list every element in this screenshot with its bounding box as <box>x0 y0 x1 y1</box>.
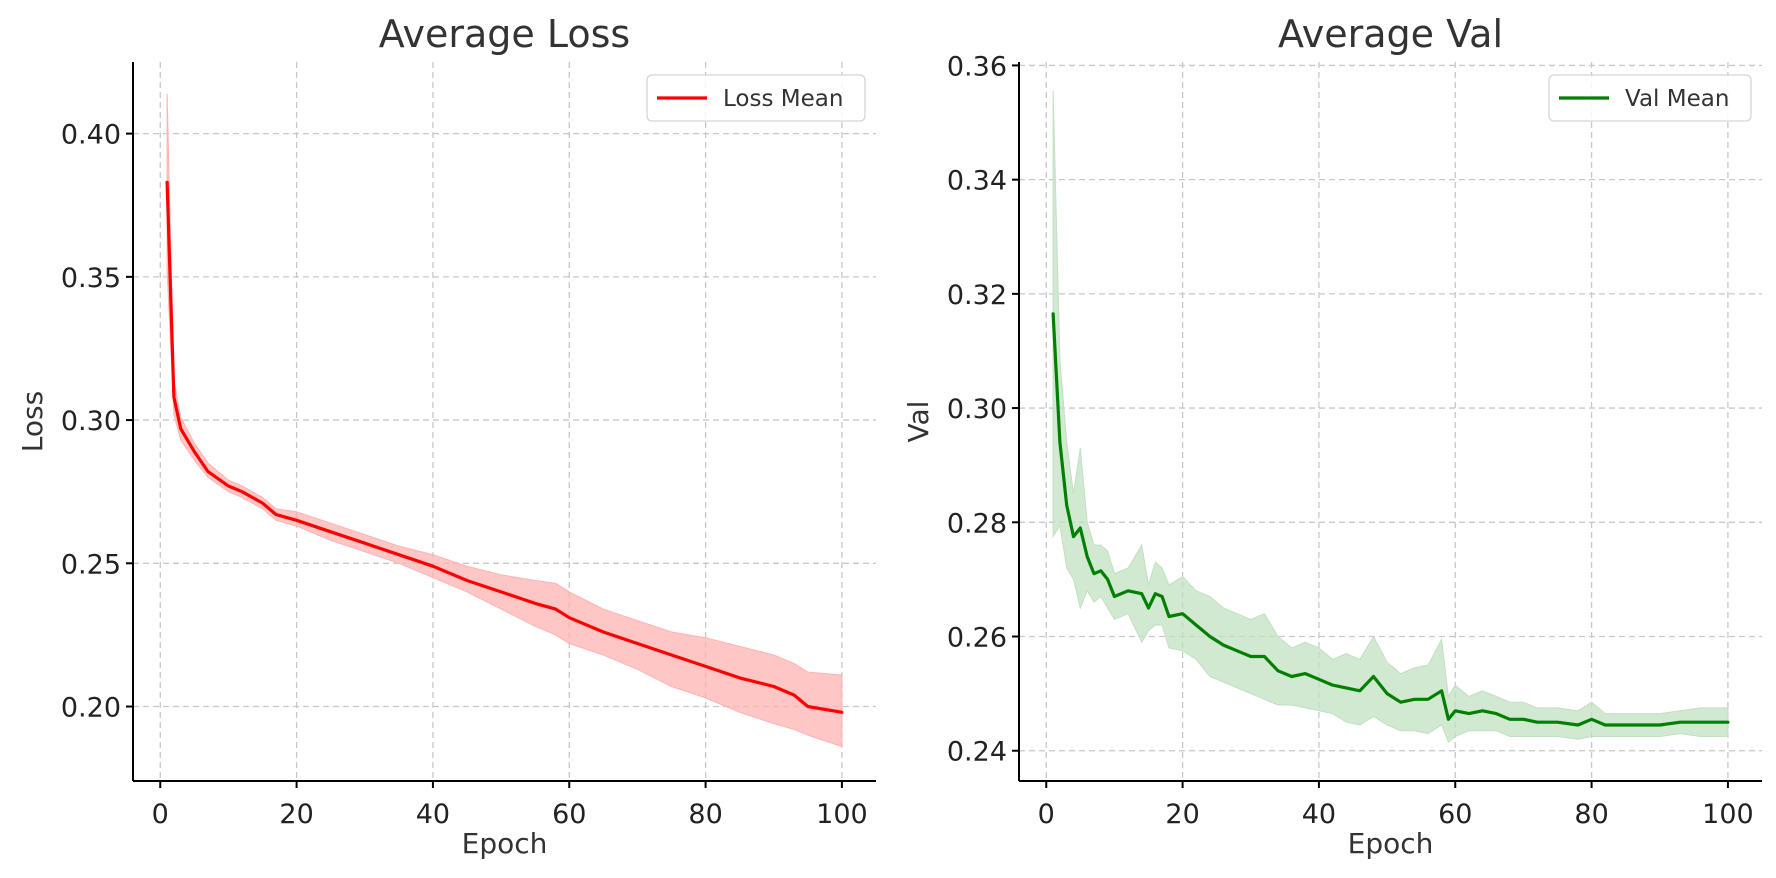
chart-1-grid <box>133 62 876 781</box>
chart-1: 0 20 40 60 80 100 0.20 0.25 0.30 0.35 0.40 Average … <box>16 12 876 860</box>
chart-2-grid <box>1019 62 1762 781</box>
chart-1-legend: Loss Mean <box>646 74 866 122</box>
chart-1-mean-line <box>165 180 844 714</box>
chart-1-legend-box <box>646 74 866 122</box>
chart-1-legend-label: Loss Mean <box>723 86 843 112</box>
chart-2-title: Average Val <box>1278 12 1503 56</box>
chart-2-x-tick-label: 100 <box>1702 799 1754 830</box>
chart-2-legend: Val Mean <box>1548 74 1752 122</box>
chart-1-x-tick-label: 0 <box>152 799 169 830</box>
chart-1-y-tick-label: 0.30 <box>61 406 121 437</box>
chart-1-y-tick-label: 0.25 <box>61 549 121 580</box>
chart-2-y-tick-label: 0.34 <box>947 166 1007 197</box>
chart-2-x-label: Epoch <box>1348 827 1434 860</box>
chart-2-std-band <box>1052 91 1729 744</box>
chart-1-title: Average Loss <box>379 12 630 56</box>
chart-2-y-tick-label: 0.24 <box>947 737 1007 768</box>
chart-2: 0 20 40 60 80 100 0.24 0.26 0.28 0.30 0.32 0.34 0.36… <box>902 12 1762 860</box>
chart-1-x-label: Epoch <box>462 827 548 860</box>
chart-2-mean-line <box>1051 312 1730 727</box>
chart-2-x-tick-label: 60 <box>1438 799 1472 830</box>
chart-2-legend-label: Val Mean <box>1625 86 1729 112</box>
chart-2-x-tick-label: 0 <box>1038 799 1055 830</box>
chart-1-x-tick-label: 100 <box>816 799 868 830</box>
chart-1-y-tick-label: 0.35 <box>61 263 121 294</box>
chart-2-x-tick-label: 40 <box>1302 799 1336 830</box>
chart-1-x-tick-label: 40 <box>416 799 450 830</box>
chart-1-y-label: Loss <box>16 391 49 452</box>
chart-2-y-tick-label: 0.32 <box>947 280 1007 311</box>
chart-2-y-tick-label: 0.36 <box>947 51 1007 82</box>
chart-2-x-tick-label: 20 <box>1165 799 1199 830</box>
chart-2-y-tick-label: 0.30 <box>947 394 1007 425</box>
chart-1-x-tick-label: 80 <box>688 799 722 830</box>
chart-1-x-tick-label: 20 <box>279 799 313 830</box>
chart-1-x-tick-label: 60 <box>552 799 586 830</box>
chart-1-std-band <box>166 93 843 748</box>
chart-2-y-tick-label: 0.26 <box>947 623 1007 654</box>
chart-2-y-label: Val <box>902 401 935 443</box>
chart-1-y-tick-label: 0.40 <box>61 120 121 151</box>
chart-2-y-tick-label: 0.28 <box>947 508 1007 539</box>
chart-1-y-tick-label: 0.20 <box>61 693 121 724</box>
chart-2-x-tick-label: 80 <box>1574 799 1608 830</box>
chart-2-legend-box <box>1548 74 1752 122</box>
